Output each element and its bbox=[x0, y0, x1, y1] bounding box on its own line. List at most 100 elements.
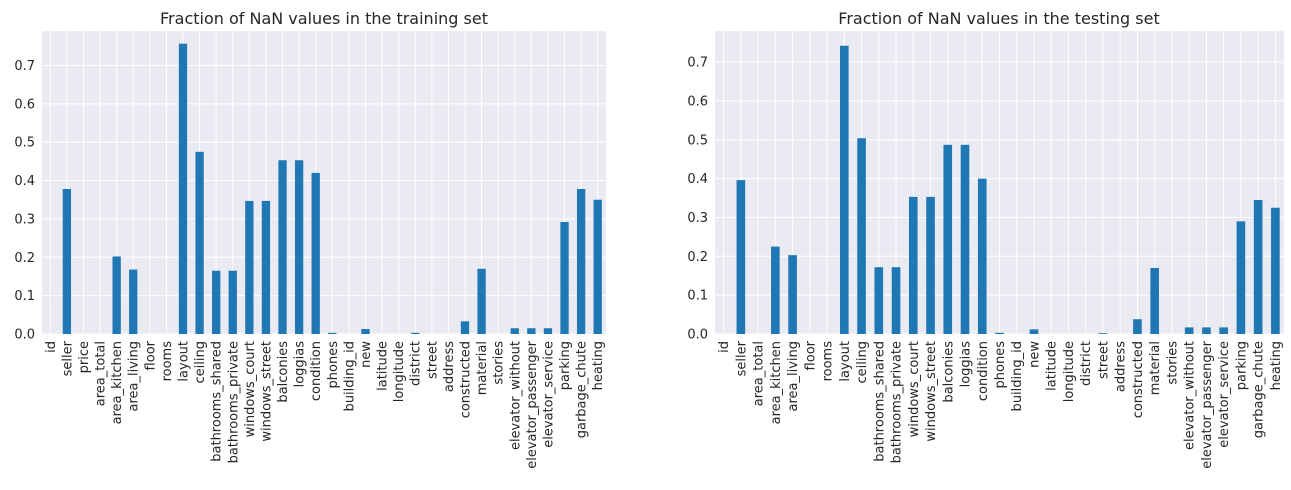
training-x-tick-label: windows_court bbox=[243, 341, 258, 437]
training-y-tick-label: 0.7 bbox=[14, 59, 35, 74]
training-x-tick-label: loggias bbox=[293, 341, 308, 388]
training-x-tick-label: new bbox=[359, 341, 374, 368]
testing-x-tick-label: rooms bbox=[821, 341, 836, 382]
training-bar-condition bbox=[311, 172, 320, 334]
testing-x-tick-label: ceiling bbox=[855, 341, 870, 383]
testing-y-tick-label: 0.0 bbox=[687, 328, 708, 343]
training-x-tick-label: garbage_chute bbox=[575, 341, 590, 438]
training-bar-garbage_chute bbox=[576, 189, 586, 334]
training-bar-bathrooms_private bbox=[228, 270, 237, 334]
testing-bar-new bbox=[1029, 329, 1039, 334]
training-x-tick-label: address bbox=[442, 341, 457, 392]
testing-y-axis: 0.0 0.1 0.2 0.3 0.4 0.5 0.6 0.7 bbox=[687, 56, 708, 343]
training-bar-seller bbox=[62, 189, 72, 334]
training-y-tick-label: 0.3 bbox=[14, 212, 35, 227]
training-y-tick-label: 0.1 bbox=[14, 289, 35, 304]
training-bar-phones bbox=[328, 332, 337, 334]
training-bar-elevator_service bbox=[543, 328, 553, 334]
testing-x-tick-label: district bbox=[1079, 341, 1094, 386]
training-x-tick-label: stories bbox=[492, 341, 507, 385]
testing-bar-loggias bbox=[960, 144, 970, 334]
training-y-tick-label: 0.6 bbox=[14, 97, 35, 112]
training-bar-elevator_without bbox=[510, 328, 519, 334]
training-x-tick-label: area_living bbox=[127, 341, 142, 412]
testing-bar-area_living bbox=[788, 255, 797, 334]
testing-x-tick-label: address bbox=[1114, 341, 1129, 392]
training-bar-area_living bbox=[129, 269, 138, 334]
training-x-tick-label: district bbox=[409, 341, 424, 386]
training-chart-title: Fraction of NaN values in the training s… bbox=[160, 9, 488, 28]
testing-y-tick-label: 0.6 bbox=[687, 94, 708, 109]
training-x-tick-label: area_kitchen bbox=[110, 341, 125, 424]
training-x-tick-label: elevator_passenger bbox=[525, 340, 540, 468]
training-x-tick-label: longitude bbox=[392, 341, 407, 402]
testing-bar-heating bbox=[1271, 207, 1280, 334]
training-x-tick-label: elevator_service bbox=[541, 341, 556, 448]
testing-bar-material bbox=[1150, 267, 1159, 334]
training-bar-ceiling bbox=[195, 151, 204, 334]
testing-y-tick-label: 0.1 bbox=[687, 289, 708, 304]
testing-x-tick-label: stories bbox=[1165, 341, 1180, 385]
testing-x-tick-label: building_id bbox=[1010, 341, 1025, 411]
training-x-tick-label: street bbox=[425, 341, 440, 379]
testing-bar-bathrooms_private bbox=[891, 267, 901, 334]
training-x-tick-label: bathrooms_shared bbox=[210, 341, 225, 462]
testing-x-tick-label: area_total bbox=[752, 341, 767, 406]
testing-y-tick-label: 0.4 bbox=[687, 172, 708, 187]
training-bar-layout bbox=[178, 43, 188, 335]
training-bar-elevator_passenger bbox=[527, 328, 536, 334]
training-bar-heating bbox=[593, 199, 602, 334]
testing-bar-area_kitchen bbox=[771, 246, 780, 334]
training-x-tick-label: elevator_without bbox=[508, 341, 523, 450]
training-bar-material bbox=[477, 268, 486, 334]
testing-bar-elevator_passenger bbox=[1202, 327, 1211, 334]
testing-bar-bathrooms_shared bbox=[874, 267, 884, 334]
training-x-tick-label: id bbox=[44, 341, 59, 353]
testing-bar-elevator_without bbox=[1184, 327, 1194, 334]
training-x-tick-label: condition bbox=[309, 341, 324, 401]
testing-x-tick-label: id bbox=[717, 341, 732, 353]
training-x-tick-label: constructed bbox=[459, 341, 474, 418]
training-bar-windows_street bbox=[261, 200, 271, 334]
training-y-tick-label: 0.5 bbox=[14, 136, 35, 151]
testing-bars bbox=[736, 45, 1280, 335]
testing-bar-elevator_service bbox=[1219, 327, 1228, 334]
training-x-tick-label: price bbox=[77, 341, 92, 373]
training-y-tick-label: 0.0 bbox=[14, 328, 35, 343]
testing-bar-windows_court bbox=[908, 196, 918, 334]
testing-y-tick-label: 0.2 bbox=[687, 250, 708, 265]
training-y-tick-label: 0.4 bbox=[14, 174, 35, 189]
testing-x-tick-label: elevator_service bbox=[1217, 341, 1232, 448]
training-bar-district bbox=[411, 332, 420, 334]
testing-x-tick-label: windows_court bbox=[907, 341, 922, 437]
training-x-tick-label: area_total bbox=[94, 341, 109, 406]
testing-bar-phones bbox=[995, 332, 1004, 334]
training-x-tick-label: heating bbox=[591, 341, 606, 390]
testing-y-tick-label: 0.5 bbox=[687, 133, 708, 148]
training-x-tick-label: windows_street bbox=[259, 341, 274, 442]
training-bar-balconies bbox=[278, 160, 287, 334]
training-bar-parking bbox=[560, 222, 569, 334]
testing-x-tick-label: longitude bbox=[1062, 341, 1077, 402]
training-x-tick-label: building_id bbox=[342, 341, 357, 411]
testing-x-axis: id seller area_total area_kitchen area_livin… bbox=[717, 340, 1284, 468]
training-plot-area bbox=[42, 31, 606, 334]
training-bar-new bbox=[361, 329, 370, 334]
testing-bar-balconies bbox=[943, 144, 953, 334]
testing-x-tick-label: heating bbox=[1269, 341, 1284, 390]
training-x-tick-label: ceiling bbox=[193, 341, 208, 383]
testing-y-tick-label: 0.7 bbox=[687, 56, 708, 71]
training-x-tick-label: rooms bbox=[160, 341, 175, 382]
testing-bar-parking bbox=[1236, 221, 1246, 334]
testing-x-tick-label: seller bbox=[734, 340, 749, 376]
testing-x-tick-label: bathrooms_shared bbox=[872, 341, 887, 462]
testing-x-tick-label: garbage_chute bbox=[1252, 341, 1267, 438]
training-y-tick-label: 0.2 bbox=[14, 251, 35, 266]
training-x-tick-label: material bbox=[475, 341, 490, 395]
testing-bar-street bbox=[1098, 333, 1108, 334]
testing-x-tick-label: loggias bbox=[959, 341, 974, 388]
testing-x-tick-label: balconies bbox=[941, 341, 956, 403]
testing-bar-seller bbox=[736, 180, 746, 334]
training-y-axis: 0.0 0.1 0.2 0.3 0.4 0.5 0.6 0.7 bbox=[14, 59, 35, 342]
